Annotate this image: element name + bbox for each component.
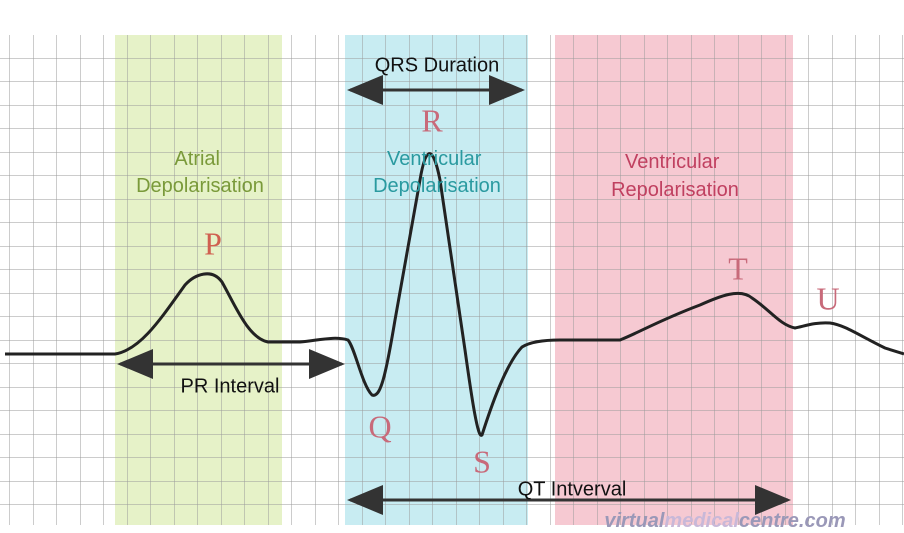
label-line: Repolarisation (611, 179, 739, 201)
watermark-part: medical (664, 510, 739, 532)
ecg-trace (5, 152, 904, 437)
wave-r: R (421, 102, 443, 138)
wave-t: T (728, 250, 748, 286)
atrial-label: Atrial Depolarisation (136, 148, 264, 197)
wave-p: P (204, 225, 222, 261)
wave-u: U (816, 280, 839, 316)
label-line: Depolarisation (136, 175, 264, 197)
label-line: Depolarisation (373, 175, 501, 197)
wave-q: Q (368, 408, 391, 444)
label-line: Atrial (174, 148, 220, 170)
watermark: virtualmedicalcentre.com (604, 510, 845, 532)
wave-s: S (473, 443, 491, 479)
watermark-part: centre.com (739, 510, 846, 532)
pr-label: PR Interval (181, 375, 280, 397)
vent-repol-label: Ventricular Repolarisation (611, 151, 739, 201)
grid (0, 35, 904, 525)
label-line: Ventricular (625, 151, 720, 173)
qt-label: QT Intverval (518, 478, 627, 500)
watermark-part: virtual (604, 510, 664, 532)
label-line: Ventricular (387, 148, 482, 170)
qrs-label: QRS Duration (375, 54, 500, 76)
vent-depol-label: Ventricular Depolarisation (373, 148, 501, 197)
